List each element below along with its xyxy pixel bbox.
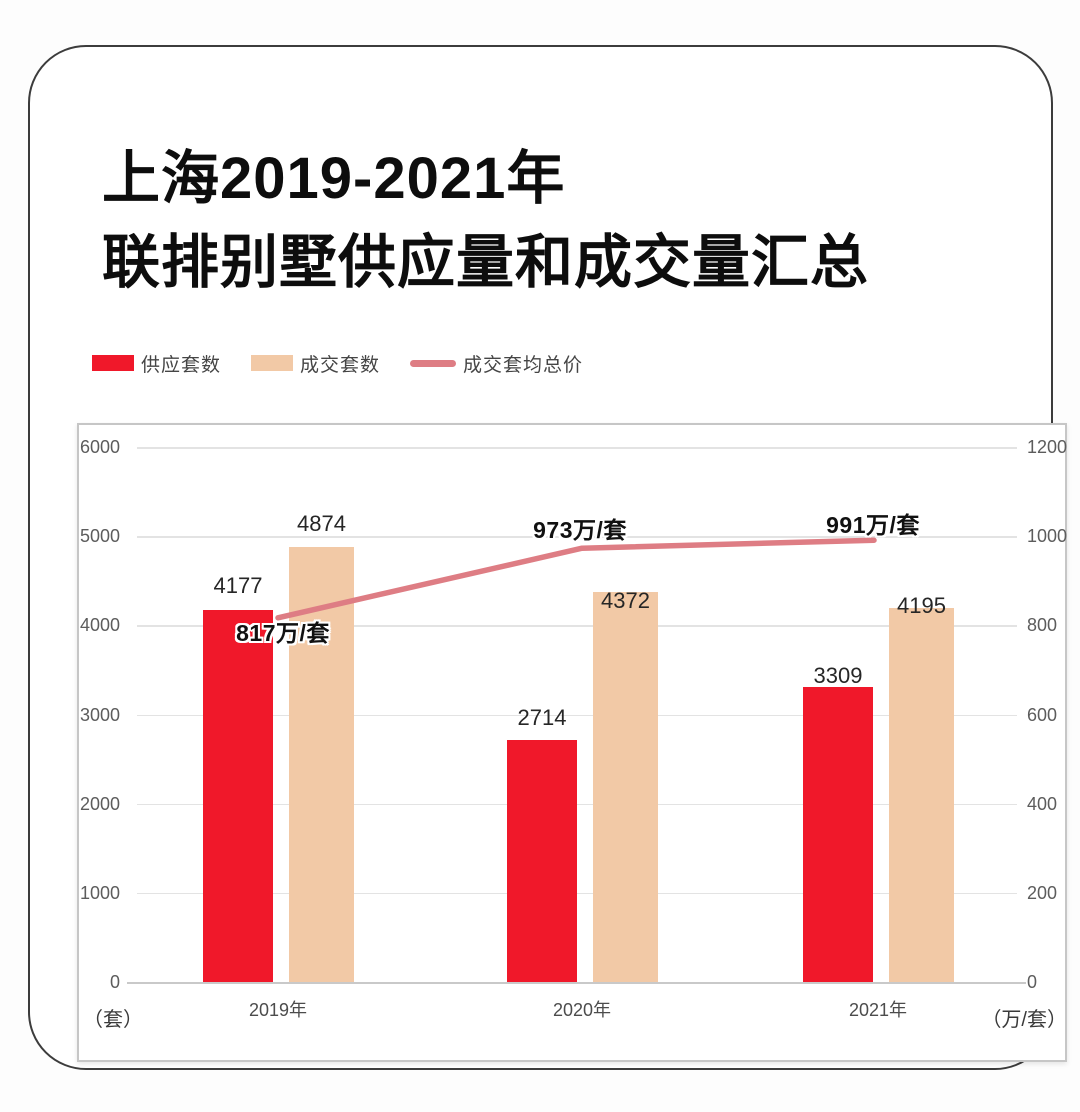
chart-title: 上海2019-2021年 联排别墅供应量和成交量汇总	[102, 137, 869, 305]
x-axis-label-2020: 2020年	[552, 1000, 612, 1020]
legend: 供应套数 成交套数 成交套均总价	[92, 346, 613, 380]
supply-bar-value: 3309	[813, 662, 863, 688]
x-axis-label-2019: 2019年	[248, 1000, 308, 1020]
x-axis-label-2021: 2021年	[848, 1000, 908, 1020]
supply-bar-2020	[507, 740, 577, 982]
deal-bar-value: 4372	[601, 588, 650, 614]
gridline	[137, 803, 1017, 806]
deal-swatch	[251, 355, 294, 371]
right-axis-tick: 1000	[1027, 526, 1068, 547]
deal-bar-2021	[889, 607, 954, 982]
gridline	[137, 447, 1017, 449]
deal-bar-2020	[593, 592, 658, 982]
supply-bar-2019	[203, 609, 273, 982]
supply-bar-2021	[803, 686, 873, 982]
legend-item-supply: 供应套数	[92, 350, 221, 377]
supply-bar-value: 4177	[213, 572, 263, 598]
title-line-1: 上海2019-2021年	[102, 146, 566, 211]
left-axis-tick: 6000	[79, 437, 120, 457]
gridline	[137, 892, 1017, 895]
legend-label-price: 成交套均总价	[463, 354, 584, 376]
plot-area: 0 0 1000 200 2000 400 3000 600 4000 800 5000 1000 60…	[79, 425, 1067, 1060]
gridline	[137, 714, 1017, 716]
right-axis-tick: 600	[1027, 704, 1058, 725]
chart-panel: 0 0 1000 200 2000 400 3000 600 4000 800 5000 1000 60…	[77, 423, 1067, 1062]
legend-label-supply: 供应套数	[141, 354, 222, 376]
legend-item-deal: 成交套数	[251, 350, 380, 377]
left-axis-tick: 4000	[79, 615, 120, 636]
legend-item-price: 成交套均总价	[410, 350, 583, 377]
left-axis-tick: 2000	[79, 793, 120, 814]
left-axis-tick: 0	[109, 972, 120, 992]
title-line-2: 联排别墅供应量和成交量汇总	[102, 230, 870, 295]
left-axis-unit: （套）	[83, 1009, 143, 1031]
gridline	[137, 625, 1017, 627]
supply-bar-value: 2714	[517, 705, 567, 730]
right-axis-tick: 0	[1027, 972, 1038, 992]
infographic-card: 上海2019-2021年 联排别墅供应量和成交量汇总 供应套数 成交套数 成交套…	[28, 45, 1067, 1070]
left-axis-tick: 5000	[79, 526, 120, 547]
right-axis-tick: 1200	[1027, 437, 1068, 457]
supply-swatch	[92, 355, 134, 371]
right-axis-tick: 400	[1027, 793, 1058, 814]
left-axis-tick: 1000	[79, 882, 120, 903]
price-point-label-2020: 973万/套	[533, 517, 627, 543]
deal-bar-value: 4195	[897, 592, 946, 618]
right-axis-unit: （万/套）	[981, 1009, 1067, 1031]
left-axis-tick: 3000	[79, 704, 120, 725]
gridline	[137, 536, 1017, 538]
price-line-swatch	[410, 359, 457, 367]
price-point-label-2021: 991万/套	[826, 512, 920, 538]
x-axis-line	[127, 982, 1026, 984]
deal-bar-2019	[289, 547, 354, 982]
deal-bar-value: 4874	[297, 511, 346, 537]
legend-label-deal: 成交套数	[300, 354, 381, 376]
right-axis-tick: 800	[1027, 615, 1058, 636]
right-axis-tick: 200	[1027, 882, 1058, 903]
price-point-label-2019: 817万/套	[236, 620, 330, 646]
